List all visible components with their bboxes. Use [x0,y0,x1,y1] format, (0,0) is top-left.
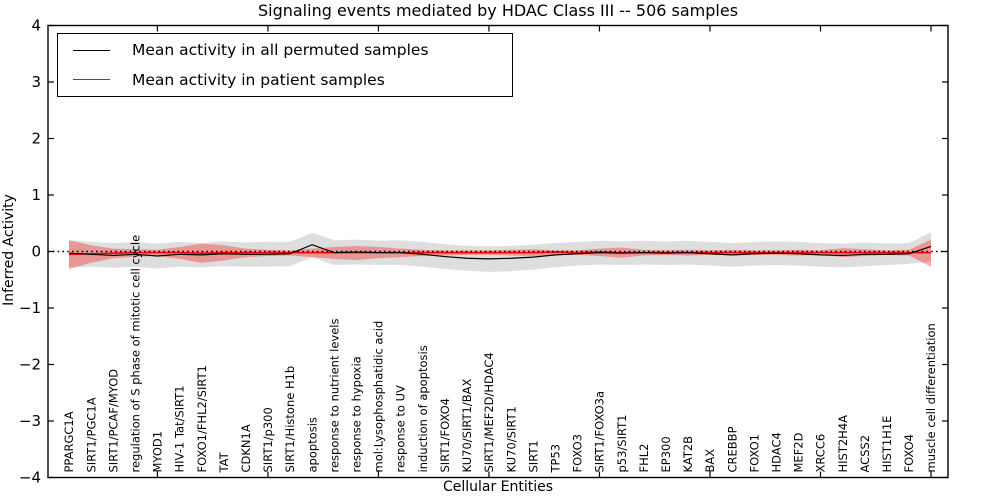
x-category-label: regulation of S phase of mitotic cell cy… [129,235,143,473]
x-category-label: TAT [217,451,231,473]
x-category-label: FHL2 [637,444,651,473]
x-category-label: SIRT1 [526,440,540,472]
x-category-label: KU70/SIRT1/BAX [460,379,474,473]
patient-confidence-band [69,239,931,270]
legend-label-patient: Mean activity in patient samples [132,70,385,89]
patient-mean-line [68,251,931,256]
x-category-label: EP300 [659,436,673,472]
x-category-label: SIRT1/PCAF/MYOD [106,369,120,473]
y-tick-label: −1 [19,299,41,317]
x-category-label: MYOD1 [151,431,165,473]
x-category-label: muscle cell differentiation [924,323,938,472]
y-tick-label: 0 [31,243,41,261]
y-tick-label: 3 [31,73,41,91]
x-category-label: ACSS2 [858,435,872,473]
x-category-label: response to UV [394,385,408,473]
x-category-label: FOXO3 [571,434,585,472]
patient-line-swatch [73,79,110,81]
x-category-label: SIRT1/Histone H1b [283,366,297,473]
x-category-label: FOXO4 [902,434,916,472]
x-category-label: HIST1H1E [880,416,894,473]
x-category-label: p53/SIRT1 [615,415,629,473]
x-category-label: CDKN1A [239,424,253,472]
x-category-label: KAT2B [681,436,695,473]
x-axis-title: Cellular Entities [442,479,554,495]
legend-item-patient: Mean activity in patient samples [58,67,512,93]
x-category-label: SIRT1/p300 [261,407,275,472]
x-category-label: HIST2H4A [836,415,850,473]
x-category-label: SIRT1/FOXO3a [593,391,607,473]
x-category-label: KU70/SIRT1 [504,406,518,472]
x-category-label: HIV-1 Tat/SIRT1 [173,385,187,472]
legend: Mean activity in all permuted samples Me… [57,33,513,97]
chart-title: Signaling events mediated by HDAC Class … [257,1,739,20]
x-category-label: induction of apoptosis [416,345,430,472]
x-category-label: PPARGC1A [62,411,76,472]
permuted-line-swatch [73,49,110,51]
x-category-label: BAX [703,449,717,473]
x-category-label: FOXO1/FHL2/SIRT1 [195,365,209,472]
x-category-label: HDAC4 [769,432,783,472]
y-tick-label: −3 [19,412,41,430]
y-tick-label: 1 [31,186,41,204]
x-category-label: SIRT1/PGC1A [84,397,98,472]
y-tick-label: 2 [31,130,41,148]
x-category-label: TP53 [548,444,562,474]
x-category-label: mol:Lysophosphatidic acid [372,321,386,473]
legend-item-permuted: Mean activity in all permuted samples [58,37,512,63]
x-category-label: XRCC6 [814,434,828,473]
legend-label-permuted: Mean activity in all permuted samples [132,41,429,60]
y-tick-label: −2 [19,356,41,374]
x-category-label: SIRT1/FOXO4 [438,398,452,473]
x-category-label: SIRT1/MEF2D/HDAC4 [482,352,496,472]
x-category-label: response to nutrient levels [327,319,341,473]
x-category-label: MEF2D [792,432,806,472]
x-category-label: response to hypoxia [350,356,364,472]
x-category-label: CREBBP [725,426,739,472]
x-category-label: FOXO1 [747,434,761,472]
x-category-label: apoptosis [305,417,319,472]
y-axis-title: Inferred Activity [1,194,17,306]
y-tick-label: −4 [19,469,41,487]
y-tick-label: 4 [31,17,41,35]
permuted-mean-line [68,244,932,260]
